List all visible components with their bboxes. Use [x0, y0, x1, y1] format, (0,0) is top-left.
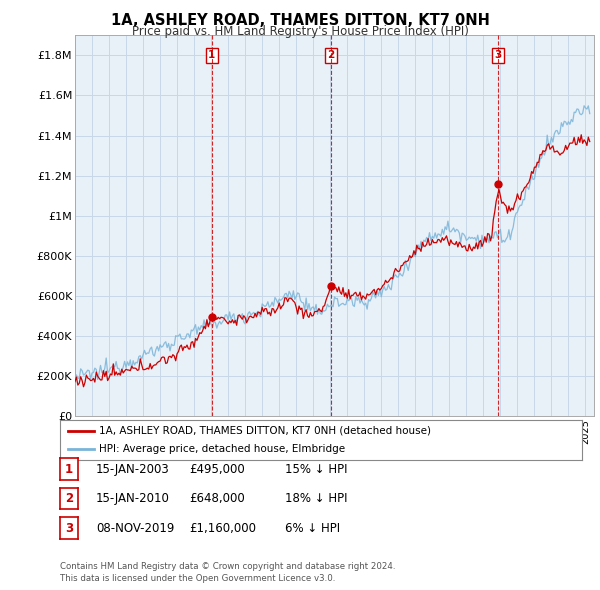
Text: 15-JAN-2003: 15-JAN-2003 — [96, 463, 170, 476]
Text: 15% ↓ HPI: 15% ↓ HPI — [285, 463, 347, 476]
Text: 1: 1 — [208, 50, 215, 60]
Text: 1: 1 — [65, 463, 73, 476]
Text: Contains HM Land Registry data © Crown copyright and database right 2024.
This d: Contains HM Land Registry data © Crown c… — [60, 562, 395, 583]
Text: 6% ↓ HPI: 6% ↓ HPI — [285, 522, 340, 535]
Text: 1A, ASHLEY ROAD, THAMES DITTON, KT7 0NH (detached house): 1A, ASHLEY ROAD, THAMES DITTON, KT7 0NH … — [99, 426, 431, 436]
Text: HPI: Average price, detached house, Elmbridge: HPI: Average price, detached house, Elmb… — [99, 444, 345, 454]
Text: 2: 2 — [65, 492, 73, 505]
Text: 18% ↓ HPI: 18% ↓ HPI — [285, 492, 347, 505]
Text: 3: 3 — [65, 522, 73, 535]
Text: 2: 2 — [328, 50, 335, 60]
Text: £495,000: £495,000 — [189, 463, 245, 476]
Text: Price paid vs. HM Land Registry's House Price Index (HPI): Price paid vs. HM Land Registry's House … — [131, 25, 469, 38]
Text: 1A, ASHLEY ROAD, THAMES DITTON, KT7 0NH: 1A, ASHLEY ROAD, THAMES DITTON, KT7 0NH — [110, 13, 490, 28]
Text: 08-NOV-2019: 08-NOV-2019 — [96, 522, 175, 535]
Text: 3: 3 — [494, 50, 502, 60]
Text: 15-JAN-2010: 15-JAN-2010 — [96, 492, 170, 505]
Text: £648,000: £648,000 — [189, 492, 245, 505]
Text: £1,160,000: £1,160,000 — [189, 522, 256, 535]
